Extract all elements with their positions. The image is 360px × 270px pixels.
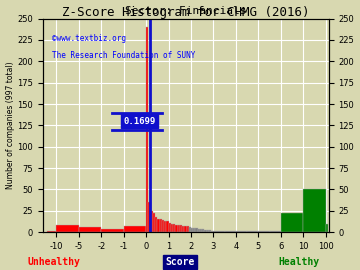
Bar: [171, 224, 173, 232]
Bar: [258, 231, 270, 232]
Bar: [166, 221, 168, 232]
Bar: [148, 202, 150, 232]
Bar: [101, 229, 124, 232]
Bar: [213, 231, 225, 232]
Bar: [182, 226, 184, 232]
Bar: [124, 226, 146, 232]
Bar: [164, 221, 166, 232]
Bar: [225, 231, 236, 232]
Text: Unhealthy: Unhealthy: [28, 257, 80, 267]
Bar: [159, 220, 162, 232]
Bar: [270, 231, 281, 232]
Bar: [189, 227, 191, 232]
Bar: [281, 213, 303, 232]
Bar: [193, 228, 195, 232]
Bar: [155, 217, 157, 232]
Bar: [325, 224, 328, 232]
Bar: [247, 231, 258, 232]
Bar: [202, 229, 204, 232]
Bar: [146, 27, 148, 232]
Text: 0.1699: 0.1699: [124, 117, 156, 126]
Title: Z-Score Histogram for CHMG (2016): Z-Score Histogram for CHMG (2016): [62, 6, 310, 19]
Bar: [168, 223, 171, 232]
Text: ©www.textbiz.org: ©www.textbiz.org: [51, 33, 126, 42]
Bar: [303, 190, 325, 232]
Bar: [204, 230, 207, 232]
Bar: [48, 231, 57, 232]
Y-axis label: Number of companies (997 total): Number of companies (997 total): [5, 62, 14, 189]
Bar: [173, 224, 175, 232]
Bar: [200, 229, 202, 232]
Bar: [191, 228, 193, 232]
Bar: [177, 225, 180, 232]
Text: Healthy: Healthy: [278, 257, 319, 267]
Bar: [180, 225, 182, 232]
Bar: [175, 225, 177, 232]
Bar: [150, 211, 153, 232]
Bar: [79, 227, 101, 232]
Text: The Research Foundation of SUNY: The Research Foundation of SUNY: [51, 50, 195, 60]
Text: Score: Score: [165, 257, 195, 267]
Bar: [211, 231, 213, 232]
Bar: [198, 229, 200, 232]
Bar: [236, 231, 247, 232]
Text: Sector: Financials: Sector: Financials: [125, 6, 247, 16]
Bar: [207, 230, 209, 232]
Bar: [209, 230, 211, 232]
Bar: [162, 220, 164, 232]
Bar: [153, 213, 155, 232]
Bar: [195, 228, 198, 232]
Bar: [57, 225, 79, 232]
Bar: [184, 226, 186, 232]
Bar: [186, 226, 189, 232]
Bar: [157, 220, 159, 232]
